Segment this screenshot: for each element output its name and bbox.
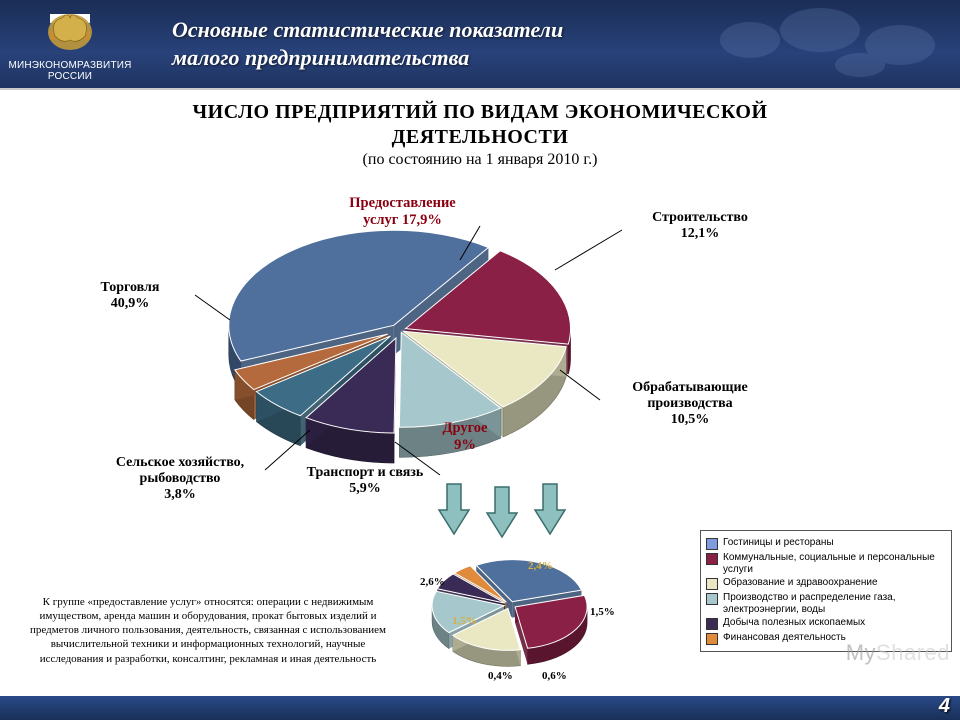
label-s15a: 1,5% bbox=[590, 606, 615, 618]
slide-header: МИНЭКОНОМРАЗВИТИЯ РОССИИ Основные статис… bbox=[0, 0, 960, 88]
footnote: К группе «предоставление услуг» относятс… bbox=[18, 595, 398, 666]
content-area: ЧИСЛО ПРЕДПРИЯТИЙ ПО ВИДАМ ЭКОНОМИЧЕСКОЙ… bbox=[0, 88, 960, 696]
watermark: MyShared bbox=[846, 640, 950, 666]
legend-item: Добыча полезных ископаемых bbox=[706, 617, 946, 630]
eagle-emblem-icon bbox=[40, 6, 100, 56]
page-number: 4 bbox=[939, 695, 950, 718]
label-s04: 0,4% bbox=[488, 670, 513, 682]
label-s15b: 1,5% bbox=[452, 615, 477, 627]
emblem-box: МИНЭКОНОМРАЗВИТИЯ РОССИИ bbox=[0, 0, 140, 88]
legend: Гостиницы и рестораны Коммунальные, социа… bbox=[700, 530, 952, 652]
legend-item: Производство и распределение газа, элект… bbox=[706, 592, 946, 615]
legend-item: Коммунальные, социальные и персональные … bbox=[706, 552, 946, 575]
label-s26: 2,6% bbox=[420, 576, 445, 588]
label-s06: 0,6% bbox=[542, 670, 567, 682]
label-s24: 2,4% bbox=[528, 560, 553, 572]
slide-title: Основные статистические показатели малог… bbox=[172, 16, 563, 71]
legend-item: Гостиницы и рестораны bbox=[706, 537, 946, 550]
legend-item: Образование и здравоохранение bbox=[706, 577, 946, 590]
footer-bar: 4 bbox=[0, 696, 960, 720]
ministry-label: МИНЭКОНОМРАЗВИТИЯ РОССИИ bbox=[0, 60, 140, 82]
worldmap-decor bbox=[700, 0, 960, 88]
